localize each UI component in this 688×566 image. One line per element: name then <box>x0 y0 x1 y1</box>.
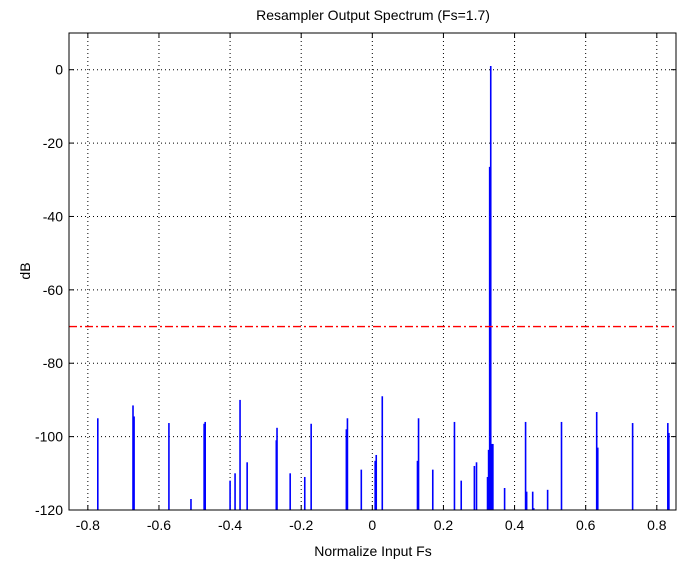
y-tick-label: -20 <box>43 135 63 151</box>
y-tick-label: -80 <box>43 355 63 371</box>
x-tick-label: -0.4 <box>218 517 242 533</box>
plot-frame <box>68 32 677 511</box>
x-tick-label: 0 <box>368 517 376 533</box>
y-tick-label: -120 <box>35 502 63 518</box>
x-tick-label: -0.6 <box>147 517 171 533</box>
x-axis-label: Normalize Input Fs <box>314 543 431 559</box>
x-tick-label: 0.8 <box>647 517 667 533</box>
y-tick-label: -60 <box>43 282 63 298</box>
stems <box>97 66 670 510</box>
x-tick-label: 0.4 <box>505 517 525 533</box>
chart-title: Resampler Output Spectrum (Fs=1.7) <box>256 7 490 23</box>
x-tick-label: -0.8 <box>76 517 100 533</box>
axis-ticks: -0.8 -0.6 -0.4 -0.2 0 0.2 0.4 0.6 0.8 0 -20 -40 -60 -… <box>35 33 676 533</box>
x-tick-label: 0.2 <box>434 517 454 533</box>
y-tick-label: 0 <box>55 62 63 78</box>
x-tick-label: -0.2 <box>289 517 313 533</box>
y-axis-label: dB <box>17 262 33 279</box>
y-tick-label: -40 <box>43 208 63 224</box>
x-tick-label: 0.6 <box>576 517 596 533</box>
y-tick-label: -100 <box>35 429 63 445</box>
grid <box>69 33 676 511</box>
